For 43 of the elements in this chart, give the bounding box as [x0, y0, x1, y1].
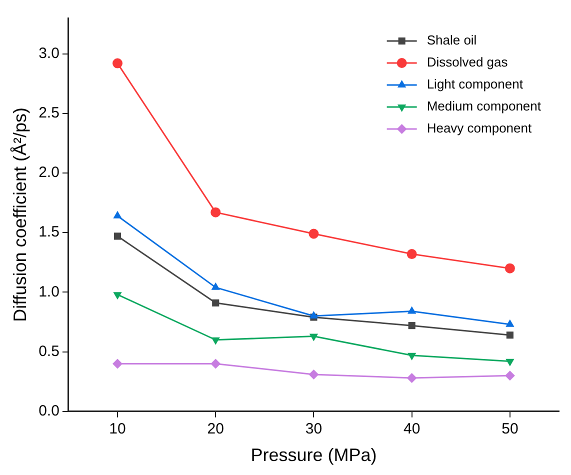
point — [406, 249, 417, 260]
x-tick-label: 40 — [403, 420, 420, 438]
y-tick-label: 1.0 — [38, 283, 60, 300]
y-tick-label: 3.0 — [38, 44, 60, 62]
legend-label: Heavy component — [426, 120, 532, 136]
x-axis-title: Pressure (MPa) — [250, 445, 377, 466]
point — [309, 334, 318, 342]
legend-label: Shale oil — [426, 32, 477, 48]
y-tick-label: 2.5 — [38, 104, 60, 122]
y-axis-title: Diffusion coefficient (Å²/ps) — [10, 107, 30, 322]
point — [408, 306, 416, 314]
point — [112, 58, 123, 68]
point — [113, 210, 122, 218]
x-tick-label: 50 — [502, 420, 518, 438]
legend-label: Dissolved gas — [426, 54, 508, 70]
x-tick-label: 10 — [109, 420, 126, 438]
point — [112, 358, 123, 369]
point — [114, 232, 122, 240]
legend-label: Light component — [426, 76, 524, 92]
point — [408, 322, 416, 330]
point — [504, 370, 515, 381]
point — [308, 228, 319, 239]
point — [406, 373, 417, 384]
point — [211, 337, 220, 345]
point — [506, 332, 514, 339]
point — [504, 263, 515, 274]
x-tick-label: 20 — [207, 420, 224, 438]
point — [210, 358, 221, 369]
y-tick-label: 0.5 — [38, 342, 60, 360]
x-tick-label: 30 — [305, 420, 322, 438]
y-tick-label: 1.5 — [38, 224, 60, 241]
point — [211, 282, 220, 290]
point — [506, 319, 514, 327]
y-tick-label: 2.0 — [38, 164, 60, 182]
point — [309, 311, 318, 319]
point — [210, 207, 221, 218]
y-tick-label: 0.0 — [38, 402, 60, 420]
point — [506, 358, 514, 366]
point — [308, 369, 319, 380]
point — [408, 352, 416, 360]
legend-label: Medium component — [426, 98, 542, 114]
point — [212, 299, 220, 306]
point — [113, 292, 122, 300]
